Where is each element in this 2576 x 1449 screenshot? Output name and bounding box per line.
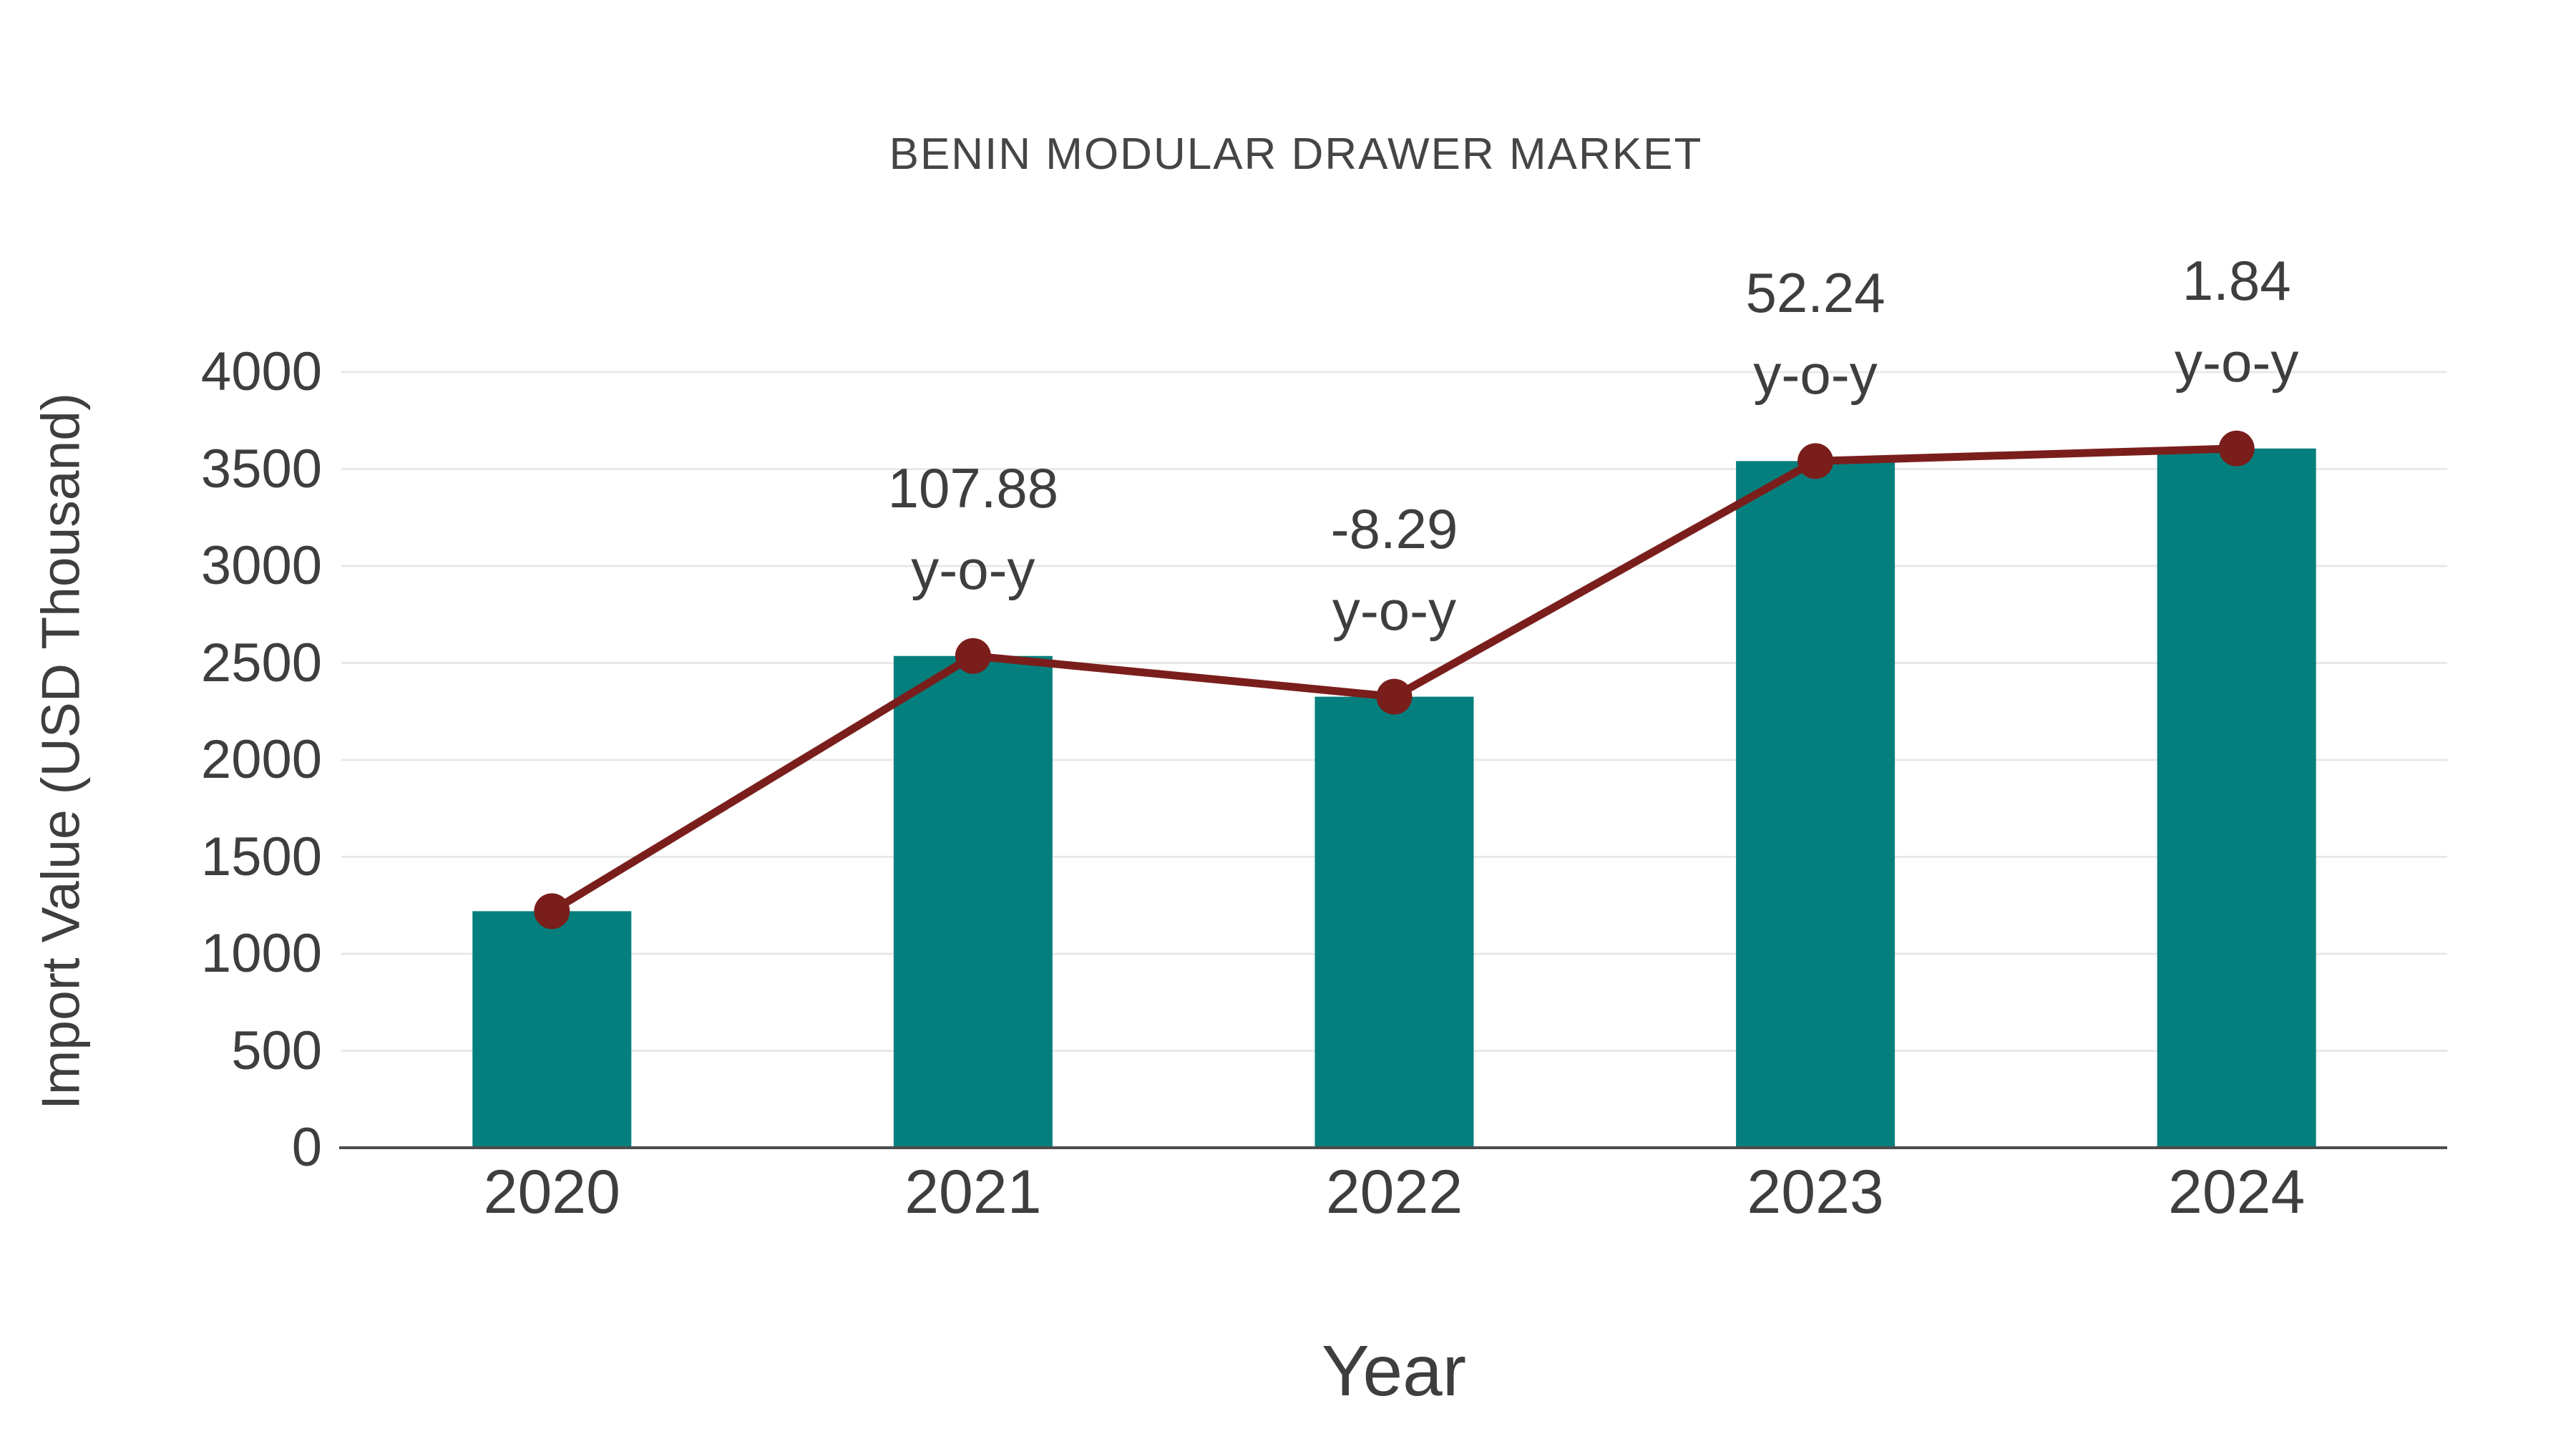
bar-2020 [472, 911, 632, 1148]
bar-2023 [1736, 461, 1896, 1148]
y-tick-1500: 1500 [200, 826, 322, 887]
marker-2023 [1797, 443, 1834, 479]
marker-2020 [534, 893, 570, 930]
x-tick-2022: 2022 [1325, 1158, 1463, 1226]
annotation-2021-label: y-o-y [911, 537, 1035, 601]
annotation-2024-label: y-o-y [2175, 330, 2299, 394]
annotation-2023-value: 52.24 [1745, 261, 1885, 325]
annotation-2024-value: 1.84 [2182, 248, 2291, 312]
x-tick-2020: 2020 [483, 1158, 620, 1226]
y-tick-4000: 4000 [200, 341, 322, 402]
x-axis-title: Year [1321, 1331, 1467, 1411]
bar-2022 [1314, 696, 1474, 1148]
annotation-2022-label: y-o-y [1332, 578, 1457, 642]
y-tick-3000: 3000 [200, 535, 322, 596]
y-tick-500: 500 [231, 1020, 322, 1081]
bar-2024 [2157, 448, 2316, 1148]
marker-2021 [955, 638, 991, 674]
annotation-2023-label: y-o-y [1753, 343, 1878, 406]
annotation-2022-value: -8.29 [1330, 497, 1458, 560]
y-tick-2000: 2000 [200, 729, 322, 790]
y-tick-1000: 1000 [200, 923, 322, 984]
marker-2024 [2218, 430, 2255, 467]
chart-title: BENIN MODULAR DRAWER MARKET [889, 130, 1703, 179]
annotation-2021-value: 107.88 [887, 456, 1059, 519]
marker-2022 [1376, 678, 1413, 715]
bar-2021 [893, 655, 1053, 1148]
x-tick-2023: 2023 [1747, 1158, 1884, 1226]
x-tick-2024: 2024 [2168, 1158, 2306, 1226]
y-tick-3500: 3500 [200, 438, 322, 499]
x-tick-2021: 2021 [904, 1158, 1042, 1226]
y-tick-0: 0 [291, 1117, 322, 1178]
y-tick-2500: 2500 [200, 632, 322, 693]
